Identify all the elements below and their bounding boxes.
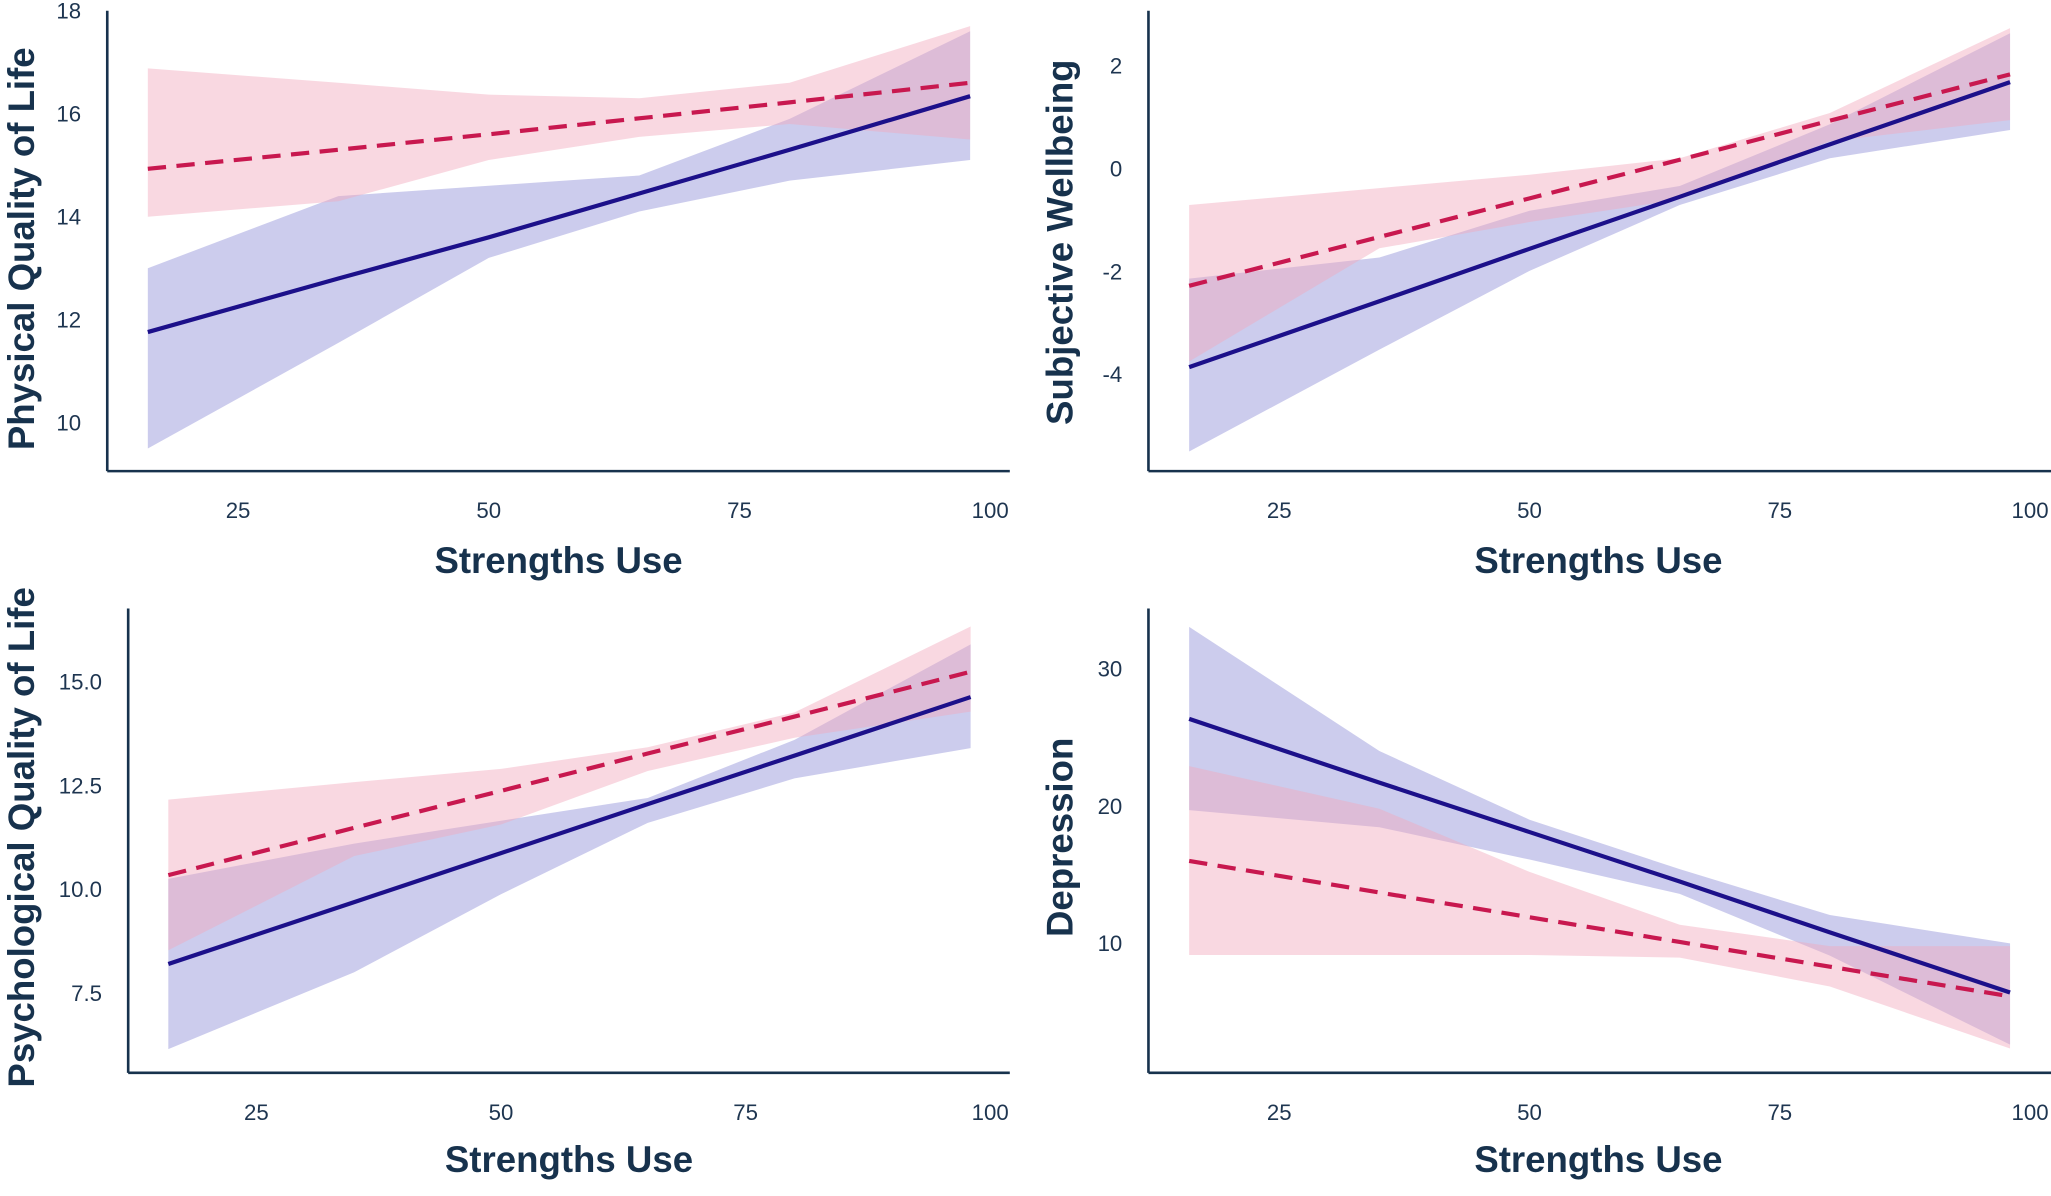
y-tick-label: -4	[1103, 362, 1123, 387]
y-tick-label: 2	[1110, 53, 1122, 78]
y-tick-label: 30	[1098, 656, 1123, 681]
y-tick-label: 18	[56, 0, 81, 24]
y-tick-label: 7.5	[71, 981, 102, 1006]
confidence-band-dashed	[147, 26, 971, 217]
confidence-band-solid	[147, 31, 971, 449]
y-tick-label: 10	[56, 411, 81, 436]
y-tick-label: 15.0	[59, 670, 102, 695]
y-tick-label: 16	[56, 102, 81, 127]
x-tick-label: 50	[489, 1100, 514, 1125]
x-tick-label: 25	[1267, 1100, 1292, 1125]
x-axis-title: Strengths Use	[1474, 540, 1722, 581]
panel-depression: Depression Strengths Use 25 50 75 100 10 20 30	[1040, 608, 2051, 1180]
fit-line-solid	[167, 695, 972, 966]
x-tick-label: 100	[2012, 498, 2049, 523]
x-tick-label: 25	[1267, 498, 1292, 523]
y-tick-label: 20	[1098, 794, 1123, 819]
panel-physical-quality-of-life: Physical Quality of Life Strengths Use 2…	[1, 0, 1010, 581]
fit-line-dashed	[1188, 72, 2011, 288]
x-tick-label: 100	[972, 1100, 1009, 1125]
y-tick-label: 0	[1110, 156, 1122, 181]
confidence-band-solid	[1189, 626, 2011, 1045]
fit-line-dashed	[167, 669, 972, 878]
confidence-band-dashed	[168, 626, 971, 951]
x-axis-title: Strengths Use	[445, 1139, 693, 1180]
x-tick-label: 100	[2012, 1100, 2049, 1125]
y-axis-title: Psychological Quality of Life	[1, 587, 42, 1087]
y-tick-label: 12.5	[59, 773, 102, 798]
fit-line-solid	[1188, 80, 2011, 370]
x-axis-title: Strengths Use	[1474, 1139, 1722, 1180]
fit-line-dashed	[147, 80, 971, 171]
y-tick-label: 12	[56, 308, 81, 333]
x-tick-label: 50	[476, 498, 501, 523]
x-tick-label: 100	[972, 498, 1009, 523]
x-tick-label: 75	[1767, 1100, 1792, 1125]
confidence-band-solid	[168, 644, 971, 1050]
panel-psychological-quality-of-life: Psychological Quality of Life Strengths …	[1, 587, 1010, 1180]
x-tick-label: 50	[1517, 1100, 1542, 1125]
fit-line-solid	[147, 94, 971, 335]
confidence-band-dashed	[1189, 766, 2011, 1049]
y-axis-title: Subjective Wellbeing	[1040, 59, 1081, 425]
confidence-band-dashed	[1189, 28, 2011, 362]
x-tick-label: 75	[727, 498, 752, 523]
fit-line-dashed	[1188, 858, 2011, 999]
x-tick-label: 25	[244, 1100, 269, 1125]
confidence-band-solid	[1189, 33, 2011, 452]
y-tick-label: 10	[1098, 931, 1123, 956]
y-tick-label: 14	[56, 205, 81, 230]
x-tick-label: 75	[733, 1100, 758, 1125]
x-axis-title: Strengths Use	[434, 540, 682, 581]
x-tick-label: 50	[1517, 498, 1542, 523]
x-tick-label: 75	[1767, 498, 1792, 523]
y-axis-title: Depression	[1040, 738, 1081, 937]
x-tick-label: 25	[226, 498, 251, 523]
panel-subjective-wellbeing: Subjective Wellbeing Strengths Use 25 50 7…	[1040, 10, 2051, 581]
fit-line-solid	[1188, 716, 2011, 995]
y-axis-title: Physical Quality of Life	[1, 47, 42, 450]
y-tick-label: 10.0	[59, 877, 102, 902]
y-tick-label: -2	[1103, 259, 1123, 284]
